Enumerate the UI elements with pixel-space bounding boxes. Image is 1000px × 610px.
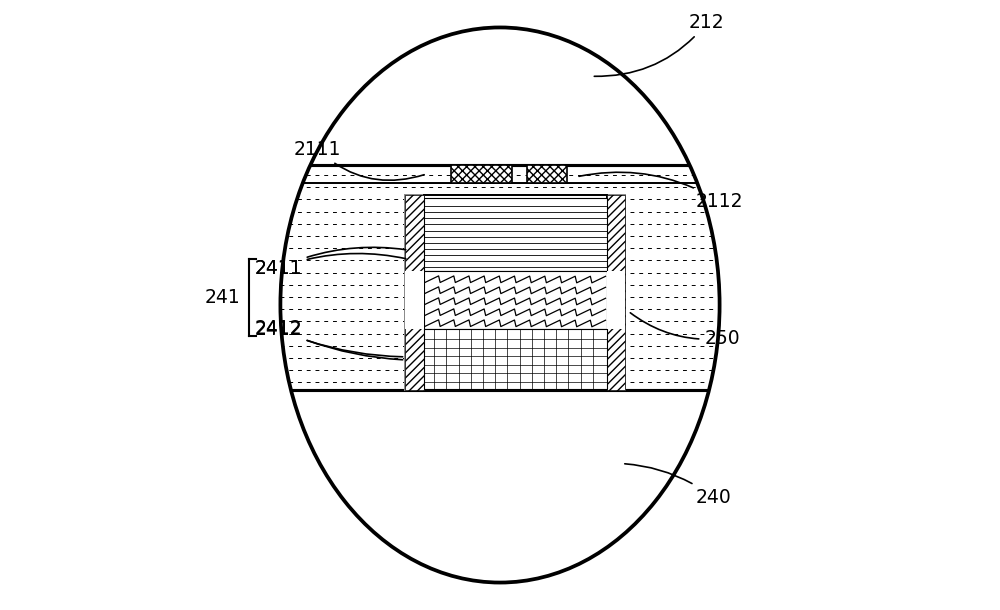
Bar [405,195,625,390]
Text: 250: 250 [630,313,740,348]
Bar [527,165,567,183]
Text: 2412: 2412 [254,320,403,357]
Bar [280,165,720,390]
Bar [607,271,625,329]
Bar [405,195,424,390]
Text: 2111: 2111 [294,140,424,181]
Bar [424,329,607,389]
Bar [280,549,720,576]
Text: 241: 241 [205,287,240,307]
Bar [424,195,607,390]
Bar [451,165,512,183]
Text: 2411: 2411 [254,247,406,278]
Bar [607,195,625,390]
Text: 2112: 2112 [579,172,743,211]
Bar [280,24,720,165]
Bar [280,390,720,576]
Bar [424,198,607,271]
Bar [424,271,607,329]
Text: 212: 212 [594,13,725,76]
Text: 2412: 2412 [254,318,403,360]
Text: 2411: 2411 [254,254,406,278]
Bar [405,271,424,329]
Text: 240: 240 [625,464,731,507]
